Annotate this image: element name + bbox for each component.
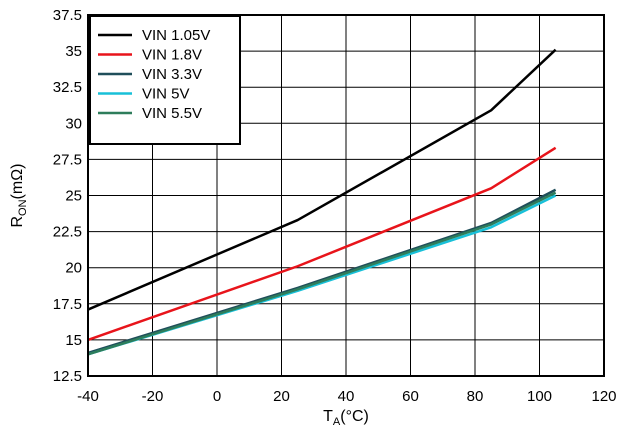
legend-label: VIN 5.5V xyxy=(142,105,202,122)
series-line xyxy=(87,191,557,356)
y-tick-label: 25 xyxy=(65,188,82,205)
series-lines xyxy=(87,48,557,356)
x-tick-label: -40 xyxy=(77,388,99,405)
y-tick-label: 30 xyxy=(65,115,82,132)
series-line xyxy=(87,48,557,311)
x-tick-label: 20 xyxy=(273,388,290,405)
x-tick-label: 80 xyxy=(467,388,484,405)
plot-frame xyxy=(87,14,605,377)
legend-label: VIN 3.3V xyxy=(142,66,202,83)
y-tick-label: 32.5 xyxy=(53,79,82,96)
x-tick-label: 60 xyxy=(402,388,419,405)
x-tick-label: 40 xyxy=(338,388,355,405)
x-tick-label: 120 xyxy=(591,388,616,405)
y-tick-label: 27.5 xyxy=(53,151,82,168)
series-line xyxy=(87,146,557,342)
x-tick-labels: -40 -20 0 20 40 60 80 100 120 xyxy=(77,388,616,405)
legend-label: VIN 1.05V xyxy=(142,27,210,44)
y-tick-label: 17.5 xyxy=(53,296,82,313)
x-tick-label: 0 xyxy=(213,388,221,405)
y-tick-label: 35 xyxy=(65,43,82,60)
legend-box xyxy=(89,15,241,145)
series-line xyxy=(87,188,557,355)
y-tick-labels: 12.5 15 17.5 20 22.5 25 27.5 30 32.5 35 37.5 xyxy=(53,7,82,385)
x-tick-label: 100 xyxy=(527,388,552,405)
y-tick-label: 22.5 xyxy=(53,224,82,241)
x-tick-label: -20 xyxy=(142,388,164,405)
y-tick-label: 37.5 xyxy=(53,7,82,24)
y-tick-label: 12.5 xyxy=(53,368,82,385)
y-axis-title: RON(mΩ) xyxy=(9,163,29,227)
x-axis-title: TA(°C) xyxy=(323,408,369,428)
legend: VIN 1.05V VIN 1.8V VIN 3.3V VIN 5V VIN 5.5V xyxy=(89,15,241,145)
legend-label: VIN 1.8V xyxy=(142,47,202,64)
grid xyxy=(87,14,605,377)
y-tick-label: 15 xyxy=(65,332,82,349)
y-tick-label: 20 xyxy=(65,260,82,277)
legend-label: VIN 5V xyxy=(142,86,190,103)
